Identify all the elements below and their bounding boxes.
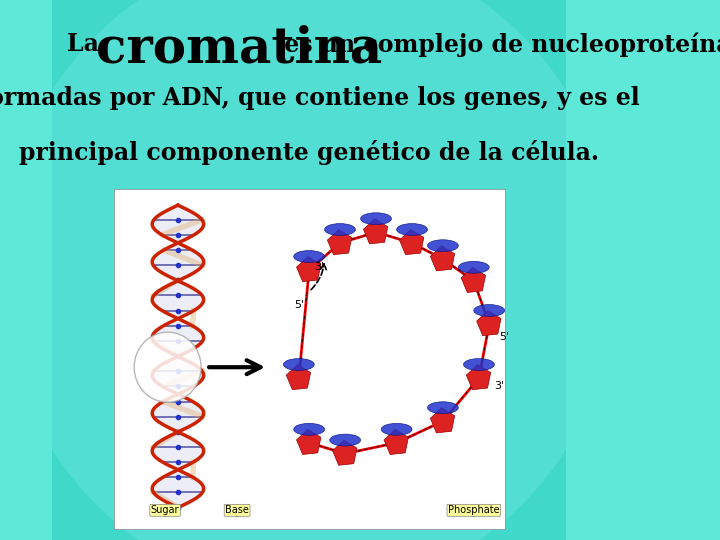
Ellipse shape bbox=[330, 434, 361, 446]
Text: 3': 3' bbox=[315, 262, 325, 272]
Text: formadas por ADN, que contiene los genes, y es el: formadas por ADN, que contiene los genes… bbox=[0, 86, 640, 110]
Ellipse shape bbox=[397, 224, 428, 235]
Text: principal componente genético de la célula.: principal componente genético de la célu… bbox=[19, 140, 599, 165]
Text: Sugar: Sugar bbox=[150, 505, 179, 515]
Text: 3': 3' bbox=[495, 381, 505, 391]
Ellipse shape bbox=[464, 359, 495, 370]
Ellipse shape bbox=[1, 0, 618, 540]
Ellipse shape bbox=[325, 224, 356, 235]
Ellipse shape bbox=[381, 423, 412, 435]
Ellipse shape bbox=[474, 305, 505, 316]
Ellipse shape bbox=[294, 423, 325, 435]
Ellipse shape bbox=[428, 240, 459, 252]
Text: 5': 5' bbox=[294, 300, 304, 310]
Text: La: La bbox=[67, 32, 107, 56]
Text: 5': 5' bbox=[500, 332, 510, 342]
Ellipse shape bbox=[284, 359, 315, 370]
FancyBboxPatch shape bbox=[114, 189, 505, 529]
Text: es un complejo de nucleoproteínas: es un complejo de nucleoproteínas bbox=[276, 32, 720, 57]
Ellipse shape bbox=[459, 261, 489, 273]
FancyBboxPatch shape bbox=[52, 0, 567, 540]
Text: cromatina: cromatina bbox=[96, 24, 382, 73]
Ellipse shape bbox=[361, 213, 392, 225]
Text: Base: Base bbox=[225, 505, 249, 515]
Circle shape bbox=[134, 332, 201, 402]
Text: Phosphate: Phosphate bbox=[448, 505, 500, 515]
Ellipse shape bbox=[294, 251, 325, 262]
Ellipse shape bbox=[428, 402, 459, 414]
